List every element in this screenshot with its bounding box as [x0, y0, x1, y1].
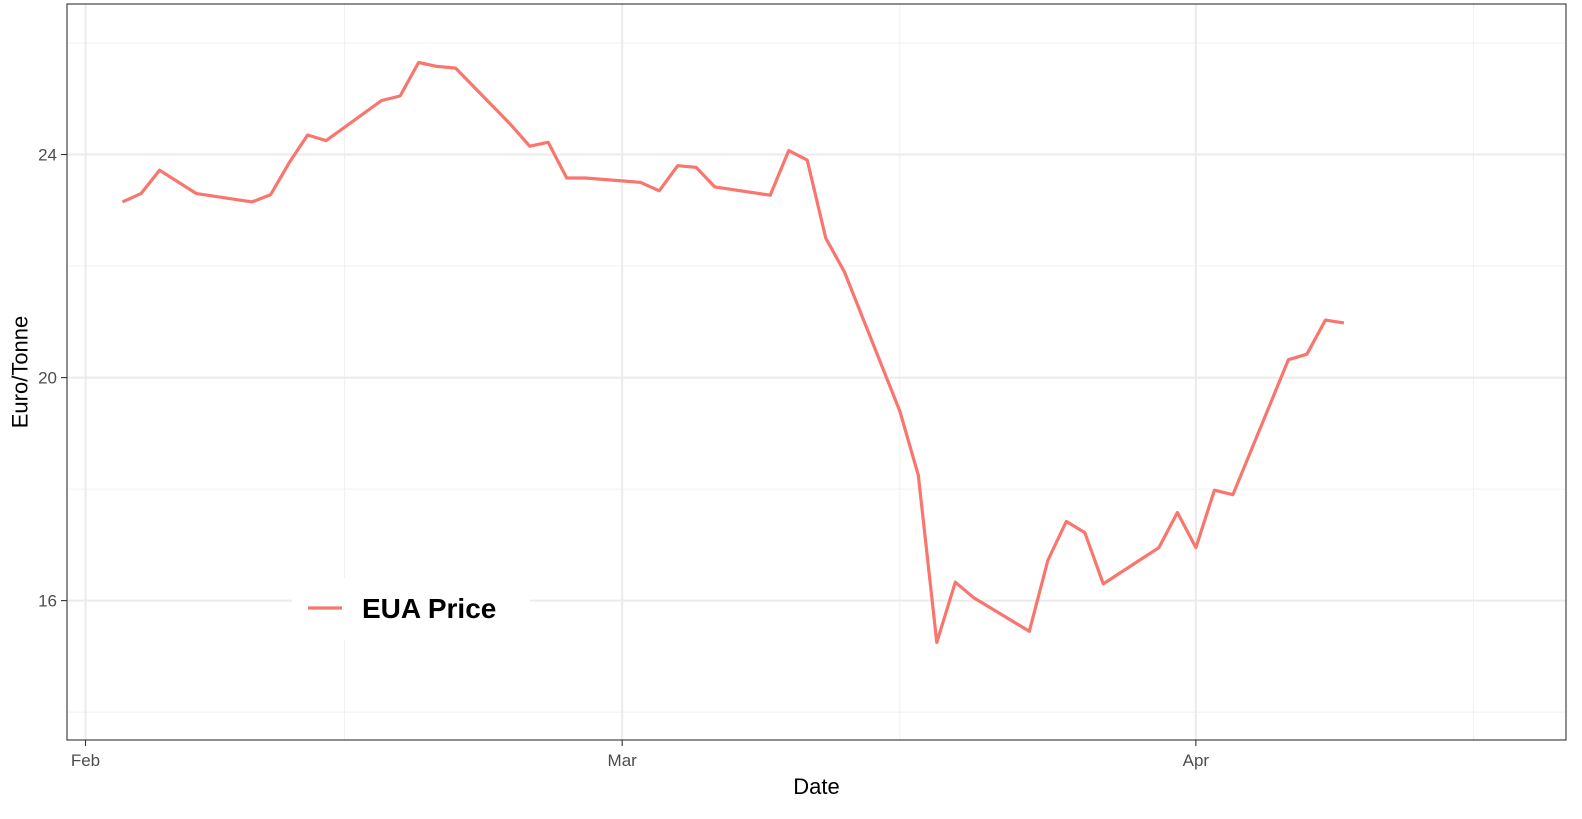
legend-label-eua-price: EUA Price	[362, 593, 496, 624]
x-axis: Feb Mar Apr	[71, 740, 1210, 770]
x-tick-label: Mar	[608, 751, 638, 770]
x-tick-label: Apr	[1183, 751, 1210, 770]
y-tick-label: 24	[38, 146, 57, 165]
x-axis-title: Date	[793, 774, 839, 799]
y-axis: 16 20 24	[38, 146, 67, 611]
panel-border	[66, 3, 1567, 741]
x-tick-label: Feb	[71, 751, 100, 770]
legend: EUA Price	[292, 578, 530, 640]
plot-panel: EUA Price	[66, 3, 1567, 741]
series-line-eua-price	[121, 60, 1345, 645]
y-tick-label: 16	[38, 592, 57, 611]
y-axis-title: Euro/Tonne	[8, 316, 33, 429]
y-tick-label: 20	[38, 369, 57, 388]
series-layer	[121, 60, 1345, 645]
panel-background	[67, 4, 1566, 740]
